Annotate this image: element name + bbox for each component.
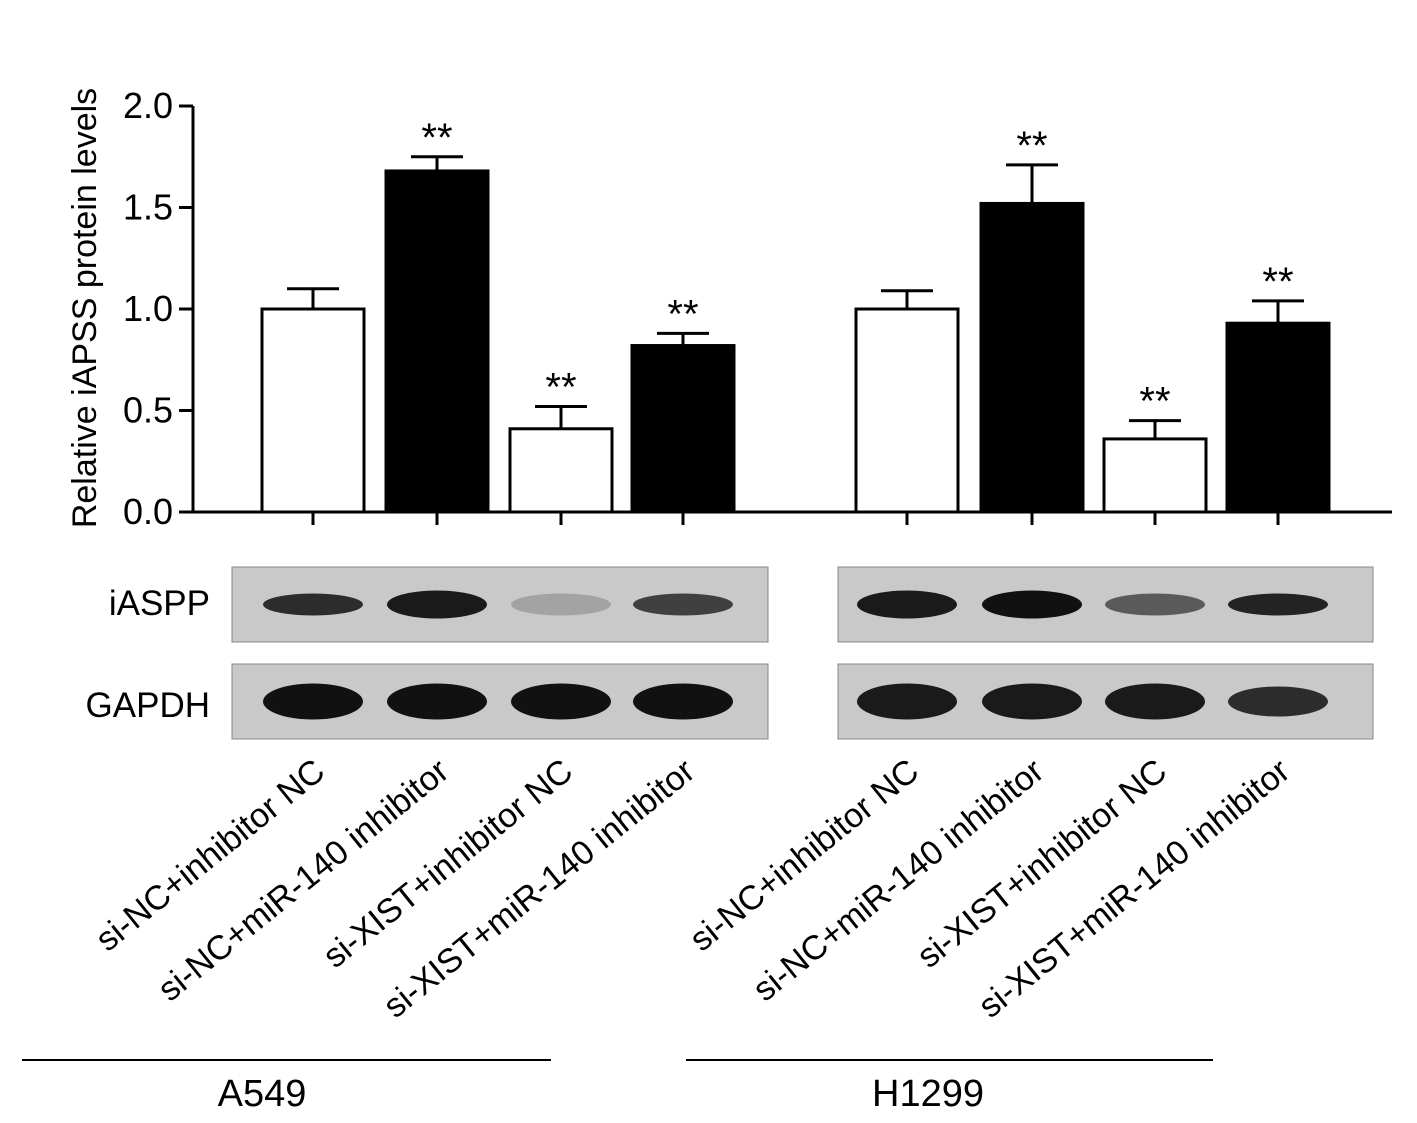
y-tick-label: 1.0: [123, 288, 173, 329]
bar-h1299-3: [1102, 437, 1208, 514]
y-ticks: 0.0 0.5 1.0 1.5 2.0: [123, 85, 193, 532]
blot-band: [511, 683, 611, 720]
western-blot-panels: [231, 566, 1374, 740]
blot-band: [263, 683, 363, 720]
significance-marker: **: [421, 116, 452, 160]
blot-band: [1228, 593, 1328, 616]
y-tick-label: 1.5: [123, 187, 173, 228]
blot-band: [263, 593, 363, 616]
y-axis-label: Relative iAPSS protein levels: [66, 88, 104, 528]
blot-row-label-gapdh: GAPDH: [86, 686, 210, 725]
y-tick-label: 0.0: [123, 491, 173, 532]
blot-row-label-iaspp: iASPP: [109, 584, 210, 623]
blot-band: [1228, 686, 1328, 717]
bar-h1299-1: [854, 307, 960, 514]
blot-band: [633, 683, 733, 720]
blot-band: [387, 590, 487, 619]
blot-band: [1105, 683, 1205, 720]
significance-marker: **: [1016, 124, 1047, 168]
bar-a549-3: [508, 427, 614, 514]
blot-band: [1105, 593, 1205, 616]
bar-h1299-2: [979, 201, 1085, 514]
blot-band: [982, 590, 1082, 619]
group-label-a549: A549: [218, 1073, 307, 1115]
bars: ** ** ** ** ** **: [260, 116, 1331, 514]
category-label: si-NC+inhibitor NC: [683, 752, 926, 959]
category-label: si-NC+inhibitor NC: [89, 752, 332, 959]
bar-h1299-4: [1225, 321, 1331, 514]
y-tick-label: 0.5: [123, 390, 173, 431]
blot-band: [857, 683, 957, 720]
significance-marker: **: [667, 292, 698, 336]
blot-band: [857, 590, 957, 619]
significance-marker: **: [545, 365, 576, 409]
bar-a549-4: [630, 344, 736, 514]
blot-band: [511, 593, 611, 616]
blot-band: [387, 683, 487, 720]
bar-a549-1: [260, 307, 366, 514]
group-label-h1299: H1299: [872, 1073, 984, 1115]
blot-band: [982, 683, 1082, 720]
x-ticks: [311, 512, 1280, 525]
significance-marker: **: [1139, 380, 1170, 424]
y-tick-label: 2.0: [123, 85, 173, 126]
significance-marker: **: [1262, 260, 1293, 304]
blot-band: [633, 593, 733, 616]
bar-a549-2: [384, 169, 490, 514]
